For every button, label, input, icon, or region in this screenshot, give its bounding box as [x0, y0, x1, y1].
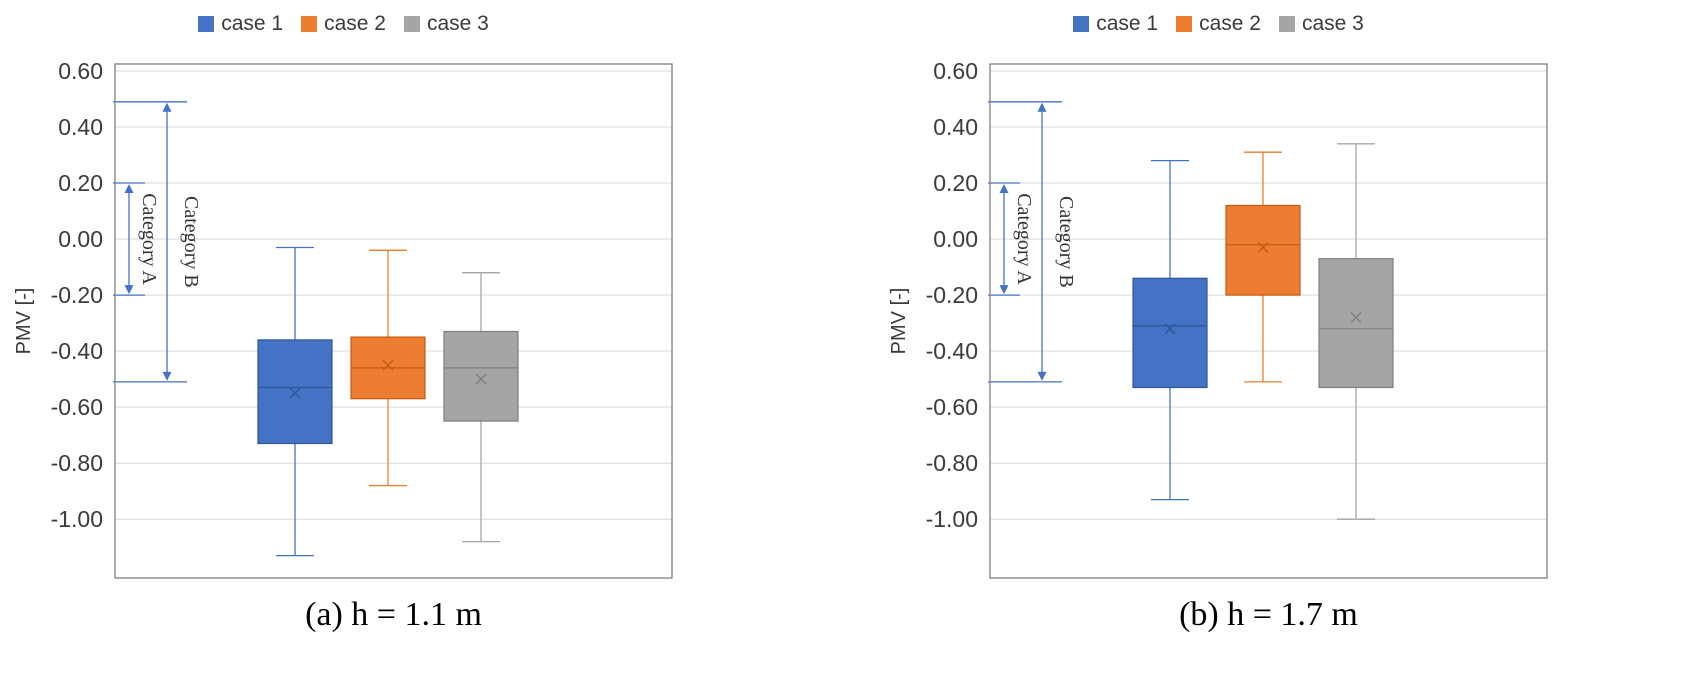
svg-text:-0.60: -0.60 — [51, 394, 103, 420]
svg-text:0.20: 0.20 — [933, 170, 978, 196]
legend-item-case-1: case 1 — [198, 12, 283, 36]
legend-swatch — [403, 16, 420, 32]
annotation-category-b: Category B — [988, 101, 1077, 383]
annotation-category-b: Category B — [113, 101, 202, 383]
svg-text:0.60: 0.60 — [58, 58, 103, 84]
svg-text:-0.80: -0.80 — [926, 450, 978, 476]
annotation-category-a: Category A — [988, 182, 1035, 296]
boxplot-svg: 0.60 0.40 0.20 0.00 -0.20 -0.40 -0.60 -0.80 -1.0… — [13, 58, 673, 579]
legend-swatch — [301, 16, 318, 32]
box-case-2 — [350, 249, 426, 487]
chart-panel-a: case 1 case 2 case 3 0.60 0.40 0.20 0.00 -0.20… — [0, 6, 780, 691]
boxplot-b: 0.60 0.40 0.20 0.00 -0.20 -0.40 -0.60 -0.80 -1.0… — [875, 56, 1655, 586]
legend-swatch — [1278, 16, 1295, 32]
gridlines — [115, 70, 672, 520]
legend-swatch — [1073, 16, 1090, 32]
legend-a: case 1 case 2 case 3 — [65, 12, 622, 36]
legend-label: case 2 — [1199, 12, 1261, 35]
legend-item-case-2: case 2 — [1176, 12, 1261, 36]
chart-panel-b: case 1 case 2 case 3 0.60 0.40 0.20 0.00 -0.20… — [875, 6, 1655, 691]
svg-text:-0.60: -0.60 — [926, 394, 978, 420]
y-axis-tick-labels: 0.60 0.40 0.20 0.00 -0.20 -0.40 -0.60 -0.80 -1.0… — [926, 58, 978, 532]
y-axis-tick-labels: 0.60 0.40 0.20 0.00 -0.20 -0.40 -0.60 -0.80 -1.0… — [51, 58, 103, 532]
caption-b: (b) h = 1.7 m — [1179, 596, 1358, 633]
boxplot-svg: 0.60 0.40 0.20 0.00 -0.20 -0.40 -0.60 -0.80 -1.0… — [888, 58, 1548, 579]
box-case-2 — [1225, 151, 1301, 383]
legend-b: case 1 case 2 case 3 — [940, 12, 1497, 36]
y-axis-title: PMV [-] — [13, 288, 35, 355]
legend-label: case 1 — [1096, 12, 1159, 35]
svg-text:0.60: 0.60 — [933, 58, 978, 84]
svg-text:-1.00: -1.00 — [926, 506, 978, 532]
legend-swatch — [198, 16, 215, 32]
svg-text:0.20: 0.20 — [58, 170, 103, 196]
annotation-category-a: Category A — [113, 182, 160, 296]
legend-label: case 1 — [221, 12, 284, 35]
caption-a: (a) h = 1.1 m — [305, 596, 482, 633]
svg-text:-0.40: -0.40 — [926, 338, 978, 364]
svg-text:-0.20: -0.20 — [926, 282, 978, 308]
box-case-1 — [1132, 159, 1208, 501]
legend-item-case-3: case 3 — [403, 12, 489, 36]
svg-text:0.00: 0.00 — [933, 226, 978, 252]
plot-border — [114, 63, 673, 579]
box-case-3 — [1318, 143, 1394, 520]
boxplot-a: 0.60 0.40 0.20 0.00 -0.20 -0.40 -0.60 -0.80 -1.0… — [0, 56, 780, 586]
box-case-1 — [257, 246, 333, 557]
box-case-3 — [443, 272, 519, 543]
svg-text:0.40: 0.40 — [933, 114, 978, 140]
svg-text:Category A: Category A — [1013, 193, 1035, 285]
legend-item-case-1: case 1 — [1073, 12, 1158, 36]
svg-text:Category A: Category A — [138, 193, 160, 285]
legend-label: case 2 — [324, 12, 386, 35]
svg-text:-0.40: -0.40 — [51, 338, 103, 364]
legend-swatch — [1176, 16, 1193, 32]
legend-item-case-3: case 3 — [1278, 12, 1364, 36]
svg-text:-1.00: -1.00 — [51, 506, 103, 532]
legend-label: case 3 — [1301, 12, 1364, 35]
plot-border — [989, 63, 1548, 579]
svg-text:0.00: 0.00 — [58, 226, 103, 252]
svg-text:Category B: Category B — [180, 196, 202, 288]
legend-label: case 3 — [426, 12, 489, 35]
svg-text:-0.20: -0.20 — [51, 282, 103, 308]
svg-text:Category B: Category B — [1055, 196, 1077, 288]
svg-text:0.40: 0.40 — [58, 114, 103, 140]
svg-text:-0.80: -0.80 — [51, 450, 103, 476]
legend-item-case-2: case 2 — [301, 12, 386, 36]
y-axis-title: PMV [-] — [888, 288, 910, 355]
